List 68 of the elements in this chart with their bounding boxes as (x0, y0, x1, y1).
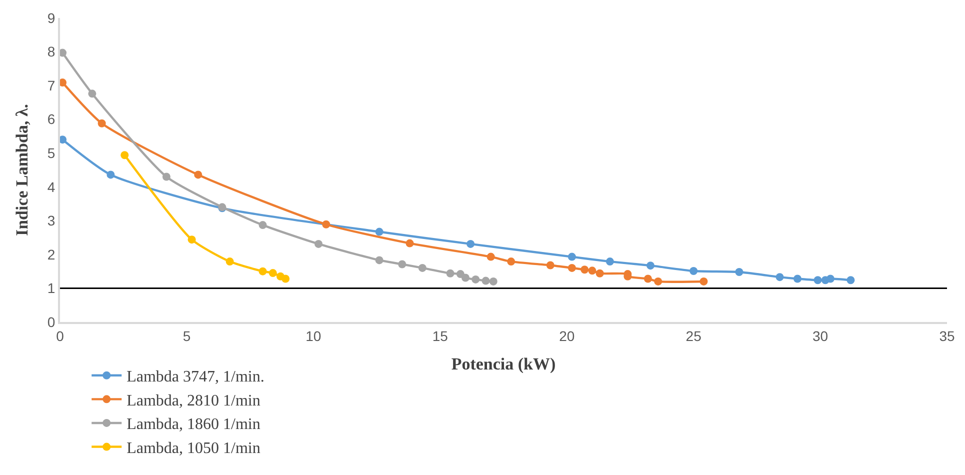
point (258, 221, 267, 230)
point (322, 220, 330, 228)
x-tick-label: 10 (306, 328, 322, 344)
y-tick-label: 1 (47, 280, 56, 296)
point (580, 266, 589, 274)
x-tick-label: 20 (559, 328, 575, 344)
point (406, 239, 414, 248)
point (120, 151, 129, 160)
x-tick-label: 35 (939, 328, 955, 344)
point (814, 276, 822, 284)
point (446, 269, 454, 278)
x-tick-label: 30 (812, 328, 828, 344)
x-tick-label: 5 (182, 328, 191, 344)
point (793, 274, 802, 283)
point (375, 228, 384, 236)
point (314, 240, 322, 248)
point (846, 276, 855, 284)
legend-label: Lambda 3747, 1/min. (126, 368, 264, 386)
point (482, 276, 490, 285)
point (375, 256, 384, 264)
point (418, 264, 426, 272)
point (606, 258, 614, 266)
point (776, 273, 784, 282)
point (226, 258, 234, 266)
point (88, 90, 96, 98)
point (194, 170, 202, 179)
point (486, 252, 495, 261)
point (546, 261, 554, 270)
point (588, 266, 596, 275)
point (568, 252, 576, 261)
point (690, 267, 698, 275)
legend-label: Lambda, 1050 1/min (126, 440, 260, 458)
point (596, 269, 604, 278)
point (162, 172, 170, 181)
y-tick-label: 8 (47, 44, 56, 60)
y-tick-label: 7 (47, 77, 56, 94)
legend-label: Lambda, 1860 1/min (126, 416, 260, 434)
point (398, 260, 406, 268)
point (644, 274, 652, 283)
point (700, 277, 708, 286)
legend-label: Lambda, 2810 1/min (126, 392, 260, 410)
point (188, 236, 196, 244)
y-tick-label: 9 (47, 10, 56, 26)
point (466, 240, 475, 248)
point (646, 262, 654, 270)
point (489, 277, 498, 286)
point (472, 275, 480, 284)
x-axis-title: Potencia (kW) (451, 354, 556, 374)
point (507, 258, 516, 266)
point (106, 170, 115, 179)
point (461, 274, 470, 282)
y-tick-label: 0 (47, 314, 56, 330)
point (735, 268, 744, 276)
point (282, 274, 290, 283)
y-tick-label: 5 (47, 145, 56, 162)
y-tick-label: 2 (47, 246, 56, 262)
point (826, 274, 834, 283)
y-tick-label: 6 (47, 111, 56, 128)
point (98, 119, 106, 128)
point (654, 277, 662, 286)
point (268, 269, 277, 278)
y-axis-title: Indice Lambda, λ. (12, 104, 32, 236)
point (258, 267, 267, 276)
point (568, 264, 576, 272)
x-tick-label: 25 (686, 328, 702, 344)
y-tick-label: 4 (47, 178, 56, 195)
x-tick-label: 15 (432, 328, 448, 344)
y-tick-label: 3 (47, 212, 56, 229)
